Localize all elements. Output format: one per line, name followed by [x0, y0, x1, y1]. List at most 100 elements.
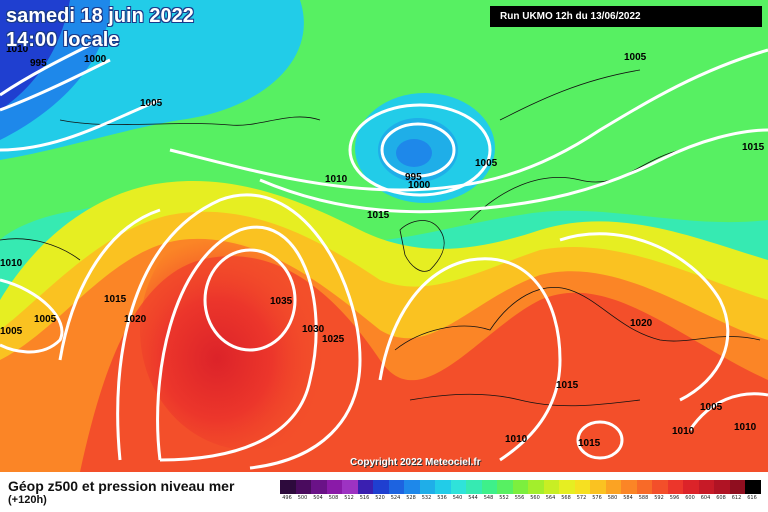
isobar-label: 1015 — [367, 210, 390, 221]
scale-swatch — [714, 480, 730, 494]
scale-tick-label: 556 — [514, 495, 525, 501]
scale-tick-label: 496 — [282, 495, 292, 501]
isobar-label: 1010 — [672, 426, 695, 437]
scale-swatch — [388, 480, 404, 494]
isobar-label: 1015 — [556, 380, 579, 391]
isobar-label: 1030 — [302, 324, 325, 335]
scale-swatch — [512, 480, 528, 494]
scale-swatch — [683, 480, 699, 494]
low-core — [396, 139, 432, 167]
scale-tick-label: 604 — [700, 495, 711, 501]
scale-swatch — [497, 480, 513, 494]
isobar-label: 1010 — [0, 258, 23, 269]
scale-swatch — [373, 480, 389, 494]
scale-tick-label: 548 — [483, 495, 494, 501]
scale-swatch — [280, 480, 296, 494]
scale-tick-label: 560 — [530, 495, 540, 501]
scale-swatch — [652, 480, 668, 494]
isobar-line — [688, 392, 768, 431]
forecast-time: 14:00 locale — [6, 29, 120, 51]
isobar-line — [156, 225, 318, 462]
scale-swatch — [295, 480, 311, 494]
isobar-label: 995 — [30, 58, 47, 69]
heat-dome — [140, 210, 360, 450]
isobar-label: 1000 — [84, 54, 107, 65]
scale-tick-label: 516 — [359, 495, 370, 501]
scale-tick-label: 504 — [313, 495, 323, 501]
isobar-line — [169, 48, 768, 192]
isobar-line — [559, 232, 730, 402]
coast-europe — [394, 287, 761, 351]
scale-tick-label: 528 — [406, 495, 416, 501]
isobar-label: 1015 — [742, 142, 765, 153]
scale-swatch — [466, 480, 482, 494]
run-label: Run UKMO 12h du 13/06/2022 — [490, 6, 762, 27]
isobar-label: 1015 — [578, 438, 601, 449]
scale-swatch — [621, 480, 637, 494]
scale-swatch — [311, 480, 327, 494]
scale-swatch — [450, 480, 466, 494]
isobar-label: 1005 — [34, 314, 57, 325]
copyright-text: Copyright 2022 Meteociel.fr — [350, 457, 481, 468]
scale-tick-label: 584 — [623, 495, 633, 501]
isobar-label: 1010 — [325, 174, 348, 185]
scale-tick-label: 552 — [499, 495, 509, 501]
isobar-line — [58, 208, 161, 361]
scale-swatch — [528, 480, 544, 494]
isobar-label: 1020 — [124, 314, 147, 325]
scale-tick-label: 500 — [297, 495, 308, 501]
scale-tick-label: 580 — [607, 495, 618, 501]
scale-tick-label: 532 — [421, 495, 432, 501]
isobar-label: 1015 — [104, 294, 127, 305]
scale-tick-label: 592 — [654, 495, 664, 501]
scale-swatch — [605, 480, 621, 494]
isobar-line — [0, 278, 64, 354]
scale-tick-label: 568 — [561, 495, 571, 501]
scale-swatch — [574, 480, 590, 494]
isobar-label: 1010 — [6, 44, 29, 55]
scale-swatch — [559, 480, 575, 494]
isobar-label: 1035 — [270, 296, 293, 307]
scale-swatch — [435, 480, 451, 494]
z500-map: 995 1000 1005 1010 1015 1005 1010 1015 1… — [0, 0, 768, 472]
scale-swatch — [419, 480, 435, 494]
scale-tick-label: 572 — [576, 495, 587, 501]
scale-swatch — [404, 480, 420, 494]
isobar-line — [576, 420, 624, 460]
scale-tick-label: 524 — [390, 495, 401, 501]
scale-swatch — [636, 480, 652, 494]
scale-tick-label: 600 — [685, 495, 695, 501]
isobar-label: 1005 — [700, 402, 723, 413]
isobar-line — [378, 257, 562, 462]
isobar-line — [0, 58, 111, 112]
scale-swatch — [698, 480, 714, 494]
scale-swatch — [729, 480, 745, 494]
isobar-label: 1020 — [630, 318, 653, 329]
coast-british-isles — [399, 220, 445, 272]
isobar-label: 1010 — [734, 422, 757, 433]
scale-swatch — [543, 480, 559, 494]
coast-scandinavia — [469, 69, 681, 221]
isobar-label: 1010 — [505, 434, 528, 445]
isobar-line — [116, 193, 362, 470]
coast-north-africa — [409, 393, 641, 407]
scale-tick-label: 612 — [731, 495, 742, 501]
isobar-label: 1000 — [408, 180, 431, 191]
scale-swatch — [745, 480, 761, 494]
isobar-line — [348, 103, 492, 197]
scale-swatch — [667, 480, 683, 494]
scale-tick-label: 588 — [638, 495, 649, 501]
scale-tick-label: 508 — [328, 495, 339, 501]
scale-swatch — [590, 480, 606, 494]
legend-footer: Géop z500 et pression niveau mer (+120h)… — [0, 472, 768, 512]
isobar-label: 1005 — [475, 158, 498, 169]
scale-swatch — [481, 480, 497, 494]
legend-subtitle: (+120h) — [8, 494, 47, 506]
isobar-label: 1005 — [624, 52, 647, 63]
scale-swatch — [326, 480, 342, 494]
scale-tick-label: 576 — [592, 495, 602, 501]
forecast-date: samedi 18 juin 2022 — [6, 5, 194, 27]
scale-tick-label: 536 — [437, 495, 447, 501]
isobar-label: 995 — [405, 172, 422, 183]
